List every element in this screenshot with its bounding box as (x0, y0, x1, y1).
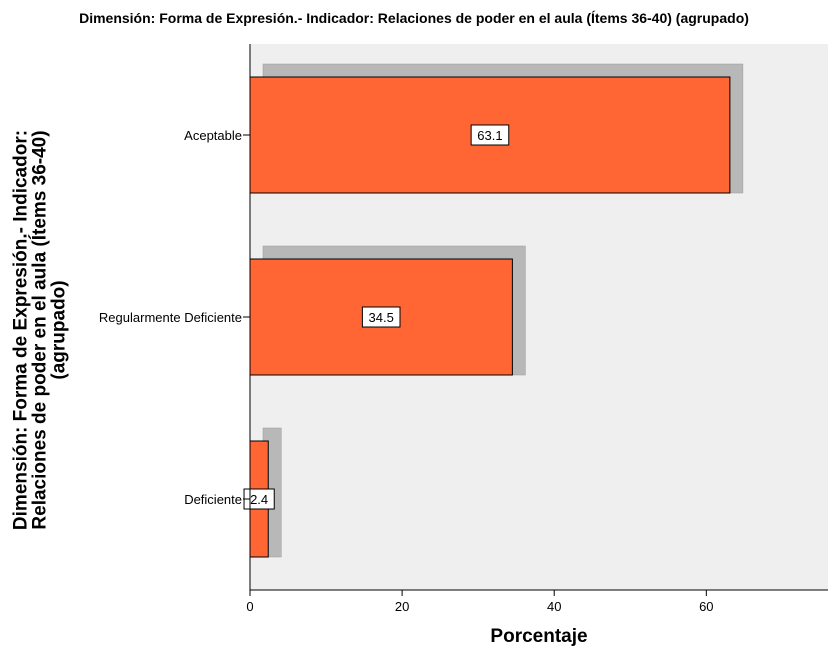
chart-title: Dimensión: Forma de Expresión.- Indicado… (79, 10, 749, 26)
y-axis-label-line-1: Dimensión: Forma de Expresión.- Indicado… (10, 129, 32, 531)
y-tick-label: Deficiente (184, 492, 242, 507)
x-tick-label: 0 (246, 599, 253, 614)
x-tick-label: 40 (547, 599, 561, 614)
data-label: 34.5 (369, 310, 394, 325)
data-label: 2.4 (250, 492, 268, 507)
y-axis-label-line-2: Relaciones de poder en el aula (Ítems 36… (29, 130, 51, 530)
x-axis-label: Porcentaje (490, 626, 588, 647)
x-tick-label: 20 (395, 599, 409, 614)
y-tick-label: Aceptable (184, 128, 242, 143)
y-axis-label-line-3: (agrupado) (48, 280, 70, 380)
y-tick-label: Regularmente Deficiente (99, 310, 242, 325)
data-label: 63.1 (477, 128, 502, 143)
data-label-box (470, 124, 510, 146)
bar (249, 76, 731, 194)
x-tick-label: 60 (699, 599, 713, 614)
y-axis-label: Dimensión: Forma de Expresión.- Indicado… (10, 90, 70, 570)
data-label-box (361, 306, 401, 328)
